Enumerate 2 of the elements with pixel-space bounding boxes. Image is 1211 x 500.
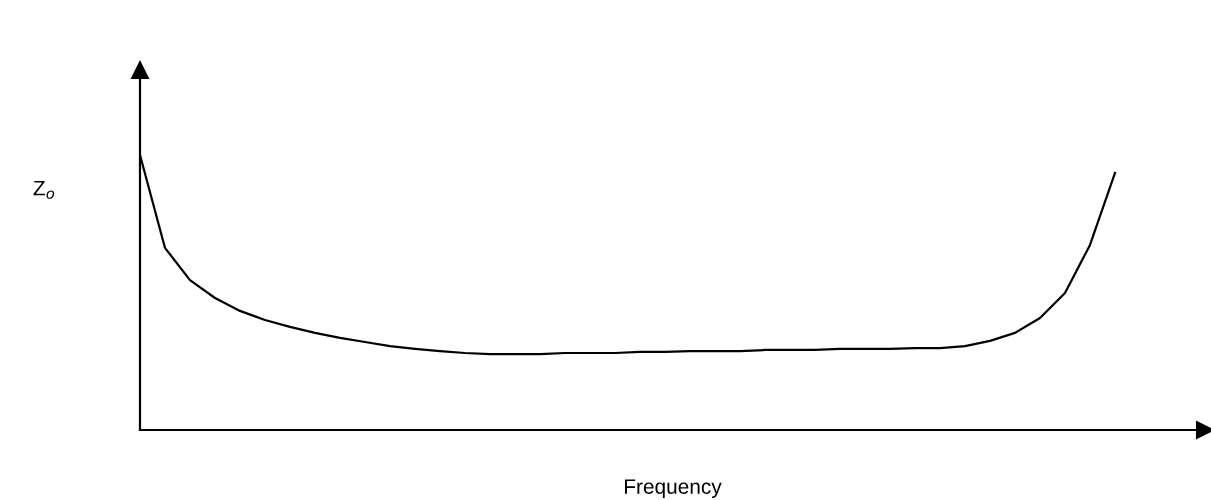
- x-axis-title: Frequency: [625, 479, 722, 499]
- y-axis-title: Z$_{o}$: [33, 180, 55, 199]
